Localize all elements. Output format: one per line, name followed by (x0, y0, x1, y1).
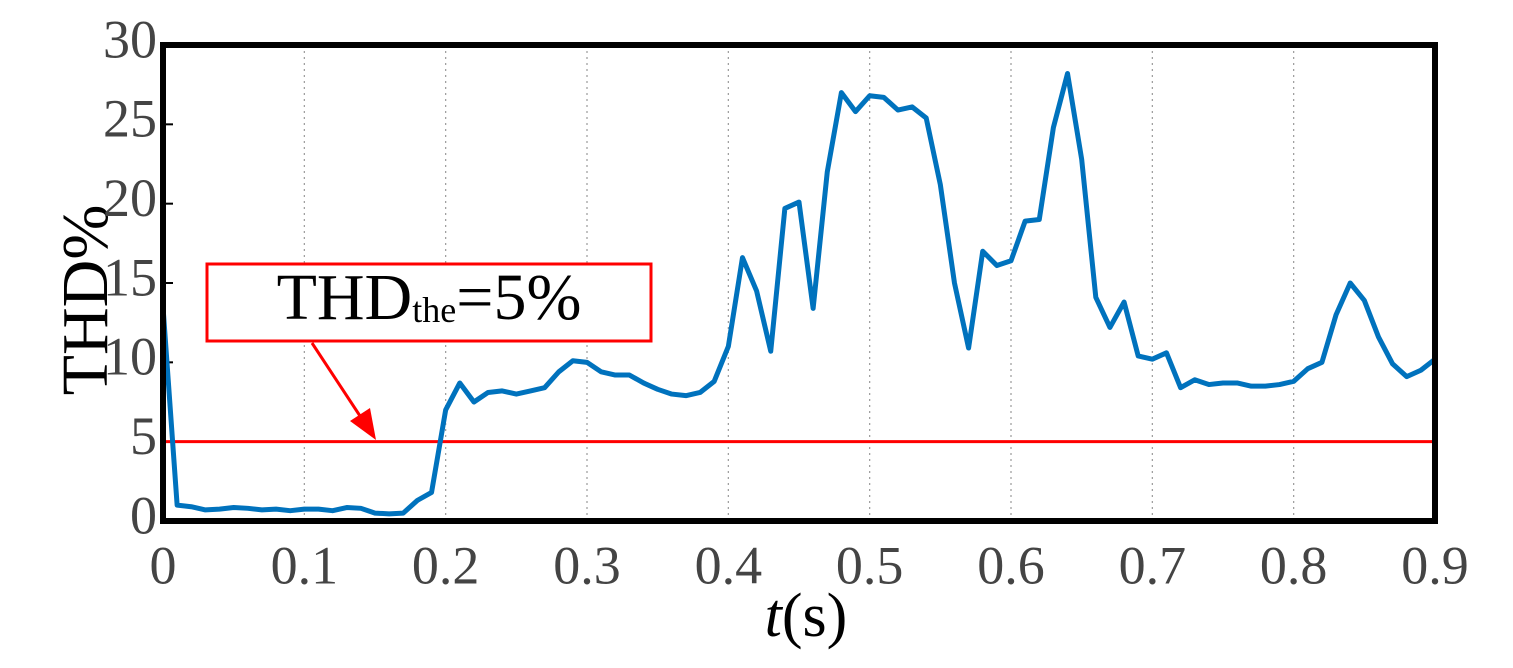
data-line (160, 71, 1437, 517)
x-tick-label: 0.9 (1401, 535, 1469, 595)
x-tick-label: 0.5 (836, 535, 904, 595)
y-tick-label: 20 (103, 168, 157, 228)
x-tick-label: 0.4 (695, 535, 763, 595)
y-tick-label: 10 (103, 327, 157, 387)
annotation-rest: =5% (456, 261, 581, 334)
x-tick-label: 0.3 (553, 535, 621, 595)
x-axis-label: t(s) (765, 582, 848, 650)
x-tick-label: 0.6 (977, 535, 1045, 595)
x-tick-label: 0 (150, 535, 177, 595)
annotation-sub: the (412, 290, 456, 330)
x-axis-unit: (s) (782, 582, 847, 650)
x-tick-label: 0.7 (1119, 535, 1187, 595)
x-tick-label: 0.8 (1260, 535, 1328, 595)
y-tick-label: 0 (130, 485, 157, 545)
y-tick-label: 25 (103, 89, 157, 149)
plot-frame (160, 42, 1438, 524)
y-axis-label: THD% (49, 205, 122, 396)
y-tick-label: 30 (103, 9, 157, 69)
annotation-arrow (310, 342, 364, 420)
y-tick-label: 5 (130, 406, 157, 466)
annotation-arrowhead (350, 408, 376, 440)
y-tick-label: 15 (103, 247, 157, 307)
annotation-main: THD (277, 261, 413, 334)
x-tick-label: 0.2 (412, 535, 480, 595)
annotation-text: THDthe=5% (277, 261, 582, 334)
x-tick-label: 0.1 (271, 535, 339, 595)
x-axis-symbol: t (765, 582, 784, 650)
annotation-box (205, 262, 653, 343)
